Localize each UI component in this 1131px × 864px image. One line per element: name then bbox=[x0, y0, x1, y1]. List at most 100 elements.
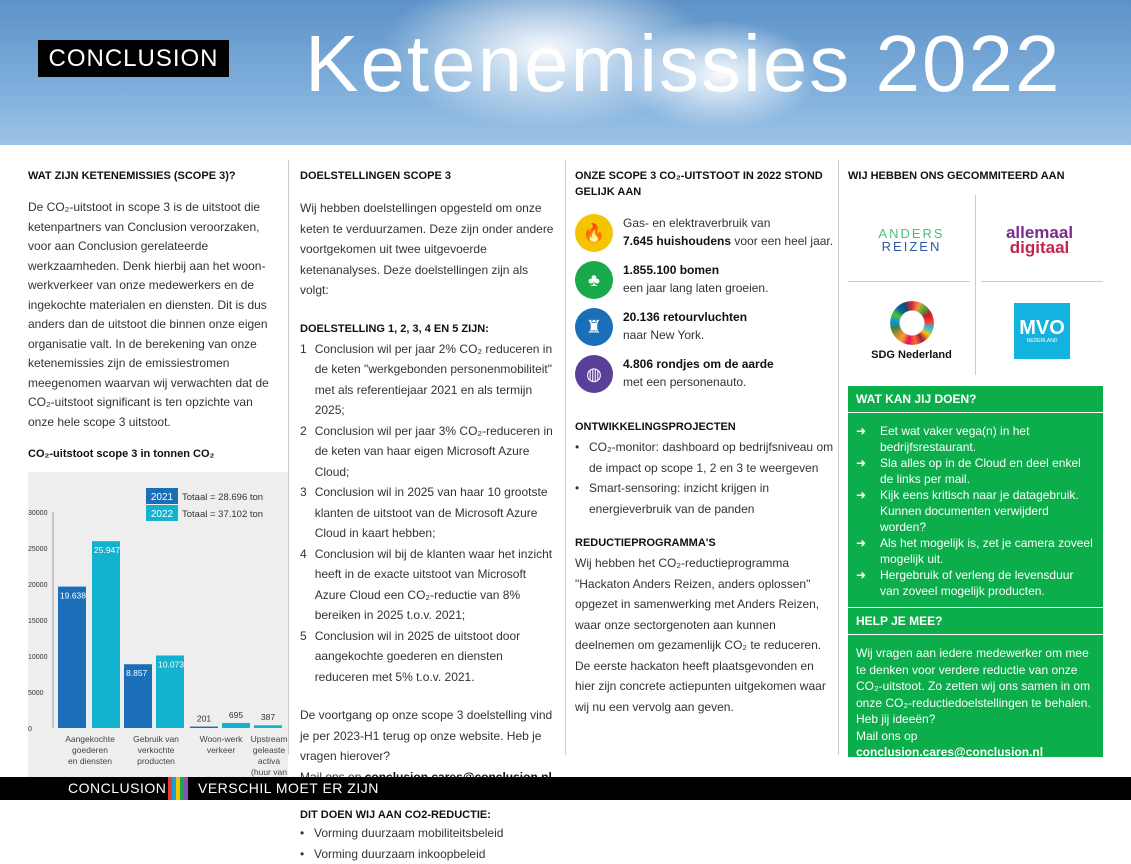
legend-total: Totaal = 37.102 ton bbox=[182, 509, 263, 520]
bar-value-label: 695 bbox=[229, 710, 243, 720]
legend-label: 2021 bbox=[151, 492, 174, 503]
mail-label: Mail ons op bbox=[856, 729, 917, 743]
section-heading: WAT ZIJN KETENEMISSIES (SCOPE 3)? bbox=[28, 168, 278, 184]
y-tick-label: 5000 bbox=[28, 690, 44, 697]
goal-number: 2 bbox=[300, 421, 307, 483]
equivalent-value: 4.806 rondjes om de aarde bbox=[623, 357, 774, 371]
equivalent-item: ♣ 1.855.100 bomen een jaar lang laten groe… bbox=[575, 261, 837, 299]
goal-text: Conclusion wil bij de klanten waar het i… bbox=[315, 544, 558, 626]
legend-total: Totaal = 28.696 ton bbox=[182, 492, 263, 503]
projects-list: CO₂-monitor: dashboard op bedrijfsniveau… bbox=[575, 437, 837, 519]
help-text: Wij vragen aan iedere medewerker om mee … bbox=[856, 646, 1091, 726]
section-heading: ONZE SCOPE 3 CO₂-UITSTOOT IN 2022 STOND … bbox=[575, 168, 837, 200]
hero-banner: CONCLUSION Ketenemissies 2022 bbox=[0, 0, 1131, 145]
goal-number: 4 bbox=[300, 544, 307, 626]
tip-item: ➜ Eet wat vaker vega(n) in het bedrijfsre… bbox=[856, 423, 1095, 455]
equivalent-text: Gas- en elektraverbruik van bbox=[623, 216, 770, 230]
bar-2021 bbox=[190, 727, 218, 728]
reduction-programs-heading: REDUCTIEPROGRAMMA'S bbox=[575, 535, 837, 551]
bar-2021 bbox=[58, 587, 86, 728]
goals-subheading: DOELSTELLING 1, 2, 3, 4 EN 5 ZIJN: bbox=[300, 321, 558, 337]
project-item: Smart-sensoring: inzicht krijgen in ener… bbox=[575, 478, 837, 519]
progress-text: De voortgang op onze scope 3 doelstellin… bbox=[300, 705, 558, 767]
goal-text: Conclusion wil in 2025 de uitstoot door … bbox=[315, 626, 558, 688]
tip-text: Hergebruik of verleng de levensduur van … bbox=[880, 567, 1095, 599]
brand-logo: CONCLUSION bbox=[38, 40, 229, 77]
tip-text: Kijk eens kritisch naar je datagebruik. … bbox=[880, 487, 1095, 535]
bar-value-label: 387 bbox=[261, 712, 275, 722]
tip-text: Eet wat vaker vega(n) in het bedrijfsres… bbox=[880, 423, 1095, 455]
equivalent-item: ◍ 4.806 rondjes om de aarde met een person… bbox=[575, 355, 837, 393]
actions-list: Vorming duurzaam mobiliteitsbeleidVormin… bbox=[300, 823, 558, 864]
equivalent-text: een jaar lang laten groeien. bbox=[623, 281, 768, 295]
what-can-you-do-heading: WAT KAN JIJ DOEN? bbox=[848, 386, 1103, 413]
tip-item: ➜ Als het mogelijk is, zet je camera zove… bbox=[856, 535, 1095, 567]
bar-value-label: 201 bbox=[197, 714, 211, 724]
bar-value-label: 19.638 bbox=[60, 591, 86, 601]
y-tick-label: 20000 bbox=[28, 582, 48, 589]
arrow-right-icon: ➜ bbox=[856, 535, 870, 567]
goal-number: 5 bbox=[300, 626, 307, 688]
tip-item: ➜ Hergebruik of verleng de levensduur van… bbox=[856, 567, 1095, 599]
equivalent-value: 1.855.100 bomen bbox=[623, 263, 719, 277]
action-item: Vorming duurzaam mobiliteitsbeleid bbox=[300, 823, 558, 844]
reduction-programs-text: Wij hebben het CO₂-reductieprogramma "Ha… bbox=[575, 553, 837, 717]
y-tick-label: 30000 bbox=[28, 510, 48, 517]
arrow-right-icon: ➜ bbox=[856, 487, 870, 535]
goal-number: 1 bbox=[300, 339, 307, 421]
bar-value-label: 8.857 bbox=[126, 668, 148, 678]
column-goals: DOELSTELLINGEN SCOPE 3 Wij hebben doelst… bbox=[300, 168, 558, 864]
y-tick-label: 0 bbox=[28, 726, 32, 733]
equivalent-value: 7.645 huishoudens bbox=[623, 234, 731, 248]
tip-text: Als het mogelijk is, zet je camera zovee… bbox=[880, 535, 1095, 567]
chart-title: CO₂-uitstoot scope 3 in tonnen CO₂ bbox=[28, 446, 278, 462]
bar-2022 bbox=[222, 723, 250, 728]
page-title: Ketenemissies 2022 bbox=[305, 18, 1061, 110]
intro-text: De CO₂-uitstoot in scope 3 is de uitstoo… bbox=[28, 198, 278, 432]
footer-brand: CONCLUSION bbox=[68, 780, 166, 796]
bar-2022 bbox=[254, 725, 282, 728]
tips-list: ➜ Eet wat vaker vega(n) in het bedrijfsre… bbox=[848, 413, 1103, 607]
projects-heading: ONTWIKKELINGSPROJECTEN bbox=[575, 419, 837, 435]
column-equivalents: ONZE SCOPE 3 CO₂-UITSTOOT IN 2022 STOND … bbox=[575, 168, 837, 737]
sdg-nederland-logo: SDG Nederland bbox=[848, 287, 975, 375]
globe-icon: ◍ bbox=[575, 355, 613, 393]
statue-of-liberty-icon: ♜ bbox=[575, 308, 613, 346]
section-heading: DOELSTELLINGEN SCOPE 3 bbox=[300, 168, 558, 184]
goal-text: Conclusion wil per jaar 2% CO₂ reduceren… bbox=[315, 339, 558, 421]
bar-2022 bbox=[92, 541, 120, 728]
tip-item: ➜Sla alles op in de Cloud en deel enkel … bbox=[856, 455, 1095, 487]
goal-text: Conclusion wil in 2025 van haar 10 groot… bbox=[315, 482, 558, 544]
emissions-bar-chart: 05000100001500020000250003000019.6388.85… bbox=[28, 472, 288, 786]
equivalent-text: naar New York. bbox=[623, 328, 704, 342]
y-tick-label: 25000 bbox=[28, 546, 48, 553]
equivalent-text: voor een heel jaar. bbox=[731, 234, 833, 248]
tree-icon: ♣ bbox=[575, 261, 613, 299]
goal-number: 3 bbox=[300, 482, 307, 544]
goal-text: Conclusion wil per jaar 3% CO₂-reduceren… bbox=[315, 421, 558, 483]
arrow-right-icon: ➜ bbox=[856, 567, 870, 599]
arrow-right-icon: ➜ bbox=[856, 423, 870, 455]
column-scope3-info: WAT ZIJN KETENEMISSIES (SCOPE 3)? De CO₂… bbox=[28, 168, 278, 786]
section-heading: WIJ HEBBEN ONS GECOMMITEERD AAN bbox=[848, 168, 1108, 184]
email-link[interactable]: conclusion.cares@conclusion.nl bbox=[856, 745, 1043, 759]
fire-icon: 🔥 bbox=[575, 214, 613, 252]
equivalent-text: met een personenauto. bbox=[623, 375, 746, 389]
bar-value-label: 10.073 bbox=[158, 659, 184, 669]
footer-slogan: VERSCHIL MOET ER ZIJN bbox=[198, 780, 379, 796]
legend-label: 2022 bbox=[151, 509, 174, 520]
tip-text: Sla alles op in de Cloud en deel enkel d… bbox=[880, 455, 1095, 487]
project-item: CO₂-monitor: dashboard op bedrijfsniveau… bbox=[575, 437, 837, 478]
bar-value-label: 25.947 bbox=[94, 545, 120, 555]
